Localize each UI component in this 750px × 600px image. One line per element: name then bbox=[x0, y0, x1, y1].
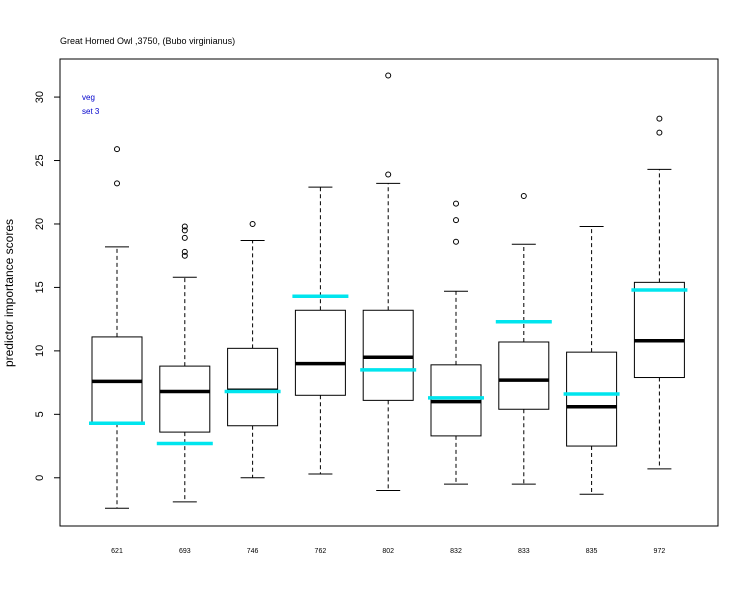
outlier-point bbox=[453, 217, 459, 224]
outlier-point bbox=[181, 252, 188, 259]
outlier-point bbox=[656, 129, 663, 136]
x-tick-label: 621 bbox=[111, 548, 123, 555]
outlier-point bbox=[181, 248, 188, 255]
box-621 bbox=[89, 146, 145, 509]
x-tick-label: 832 bbox=[450, 548, 462, 555]
iqr-box bbox=[294, 309, 346, 396]
outlier-point bbox=[520, 193, 527, 200]
outlier-point bbox=[385, 72, 392, 79]
x-tick-label: 746 bbox=[247, 548, 259, 555]
x-tick-label: 693 bbox=[179, 548, 191, 555]
legend-line-1: veg bbox=[82, 93, 95, 102]
x-axis: 621 693 746 762 802 832 833 835 972 bbox=[111, 548, 665, 555]
x-tick-label: 835 bbox=[586, 548, 598, 555]
outlier-point bbox=[656, 115, 663, 122]
iqr-box bbox=[633, 281, 685, 379]
outlier-point bbox=[181, 223, 188, 230]
box-802 bbox=[360, 72, 417, 491]
y-tick-label: 30 bbox=[34, 91, 46, 103]
boxes-layer bbox=[89, 72, 688, 509]
x-tick-label: 833 bbox=[518, 548, 530, 555]
outlier-point bbox=[114, 146, 120, 153]
box-833 bbox=[495, 193, 552, 485]
plot-frame bbox=[59, 58, 719, 527]
outlier-point bbox=[385, 171, 392, 178]
box-762 bbox=[292, 186, 349, 475]
iqr-box bbox=[362, 309, 414, 401]
y-tick-label: 15 bbox=[34, 281, 46, 293]
y-tick-label: 20 bbox=[34, 218, 46, 230]
y-axis: 0 5 10 15 20 25 30 bbox=[34, 91, 60, 481]
box-746 bbox=[224, 220, 281, 479]
y-tick-label: 25 bbox=[34, 154, 46, 166]
iqr-box bbox=[159, 365, 211, 433]
x-tick-label: 802 bbox=[382, 548, 394, 555]
outlier-point bbox=[453, 200, 459, 207]
iqr-box bbox=[227, 347, 279, 427]
box-832 bbox=[428, 200, 484, 485]
y-tick-label: 5 bbox=[34, 411, 46, 417]
y-tick-label: 10 bbox=[34, 345, 46, 357]
x-tick-label: 972 bbox=[654, 548, 666, 555]
iqr-box bbox=[498, 341, 550, 410]
legend-line-2: set 3 bbox=[82, 107, 100, 116]
y-tick-label: 0 bbox=[34, 475, 46, 481]
x-tick-label: 762 bbox=[315, 548, 327, 555]
box-835 bbox=[563, 226, 620, 495]
outlier-point bbox=[114, 180, 120, 187]
y-axis-label: predictor importance scores bbox=[2, 218, 16, 368]
outlier-point bbox=[453, 238, 459, 245]
box-972 bbox=[631, 115, 688, 470]
iqr-box bbox=[566, 351, 618, 447]
box-693 bbox=[156, 223, 213, 503]
outlier-point bbox=[181, 234, 188, 241]
outlier-point bbox=[181, 227, 188, 234]
chart-title: Great Horned Owl ,3750, (Bubo virginianu… bbox=[60, 36, 236, 46]
outlier-point bbox=[249, 220, 256, 227]
